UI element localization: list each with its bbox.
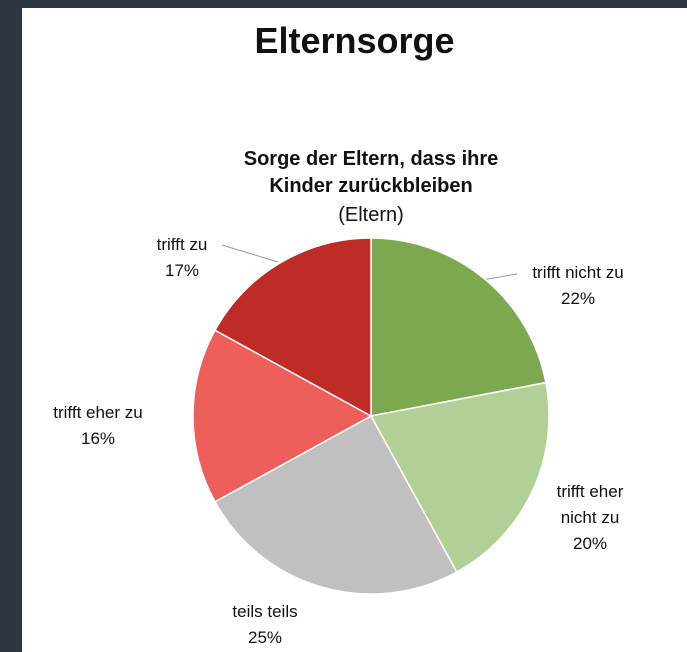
pie-slice (369, 381, 550, 574)
slice-value: 22% (560, 289, 596, 308)
slice-category: trifft nicht zu (532, 263, 624, 282)
chart-title: Sorge der Eltern, dass ihre Kinder zurüc… (243, 148, 499, 197)
slice-label: trifft zu 17% (122, 232, 242, 284)
slice-label: trifft eher nicht zu 20% (545, 479, 635, 557)
pie-slice (370, 237, 547, 417)
slice-value: 17% (164, 261, 200, 280)
slice-category: trifft eher nicht zu (556, 482, 624, 527)
slice-value: 20% (572, 534, 608, 553)
chart-subtitle: (Eltern) (338, 204, 404, 226)
page-heading: Elternsorge (254, 20, 455, 61)
leader-line (221, 244, 279, 263)
slice-label: trifft nicht zu 22% (503, 260, 653, 312)
slice-category: trifft eher zu (53, 403, 143, 422)
slice-label: trifft eher zu 16% (28, 400, 168, 452)
pie-slice (213, 414, 458, 595)
pie-slice (213, 237, 372, 418)
slice-category: trifft zu (156, 235, 208, 254)
pie-slice (192, 329, 373, 503)
slice-category: teils teils (232, 602, 298, 621)
slice-label: teils teils 25% (205, 599, 325, 651)
slice-value: 25% (247, 628, 283, 647)
slice-value: 16% (80, 429, 116, 448)
